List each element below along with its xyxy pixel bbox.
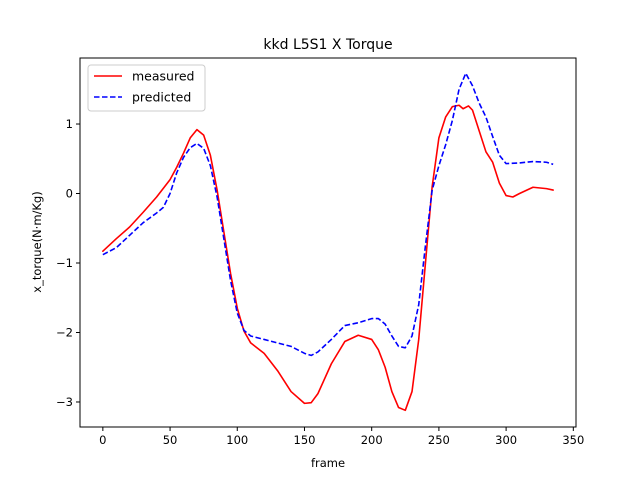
x-tick-label: 300 bbox=[495, 433, 517, 447]
y-tick-label: −1 bbox=[56, 256, 73, 270]
legend: measured predicted bbox=[87, 64, 206, 112]
x-axis-label: frame bbox=[311, 456, 345, 470]
y-axis-label: x_torque(N·m/Kg) bbox=[30, 191, 44, 292]
x-tick-label: 350 bbox=[562, 433, 584, 447]
y-axis-ticks: −3 −2 −1 0 1 bbox=[56, 117, 80, 409]
x-axis-ticks: 0 50 100 150 200 250 300 350 bbox=[99, 427, 584, 447]
x-tick-label: 250 bbox=[428, 433, 450, 447]
y-tick-label: −3 bbox=[56, 395, 73, 409]
x-tick-label: 200 bbox=[361, 433, 383, 447]
legend-label-predicted: predicted bbox=[132, 90, 191, 105]
x-tick-label: 0 bbox=[99, 433, 106, 447]
chart-title: kkd L5S1 X Torque bbox=[263, 37, 392, 53]
series-line-measured bbox=[102, 104, 554, 412]
series-line-predicted bbox=[102, 72, 554, 357]
x-tick-label: 50 bbox=[163, 433, 178, 447]
y-tick-label: 0 bbox=[66, 187, 73, 201]
y-tick-label: −2 bbox=[56, 325, 73, 339]
y-tick-label: 1 bbox=[66, 117, 73, 131]
legend-label-measured: measured bbox=[132, 69, 194, 84]
series-layer bbox=[102, 72, 554, 412]
x-tick-label: 150 bbox=[294, 433, 316, 447]
x-tick-label: 100 bbox=[226, 433, 248, 447]
plot-frame bbox=[79, 57, 577, 428]
